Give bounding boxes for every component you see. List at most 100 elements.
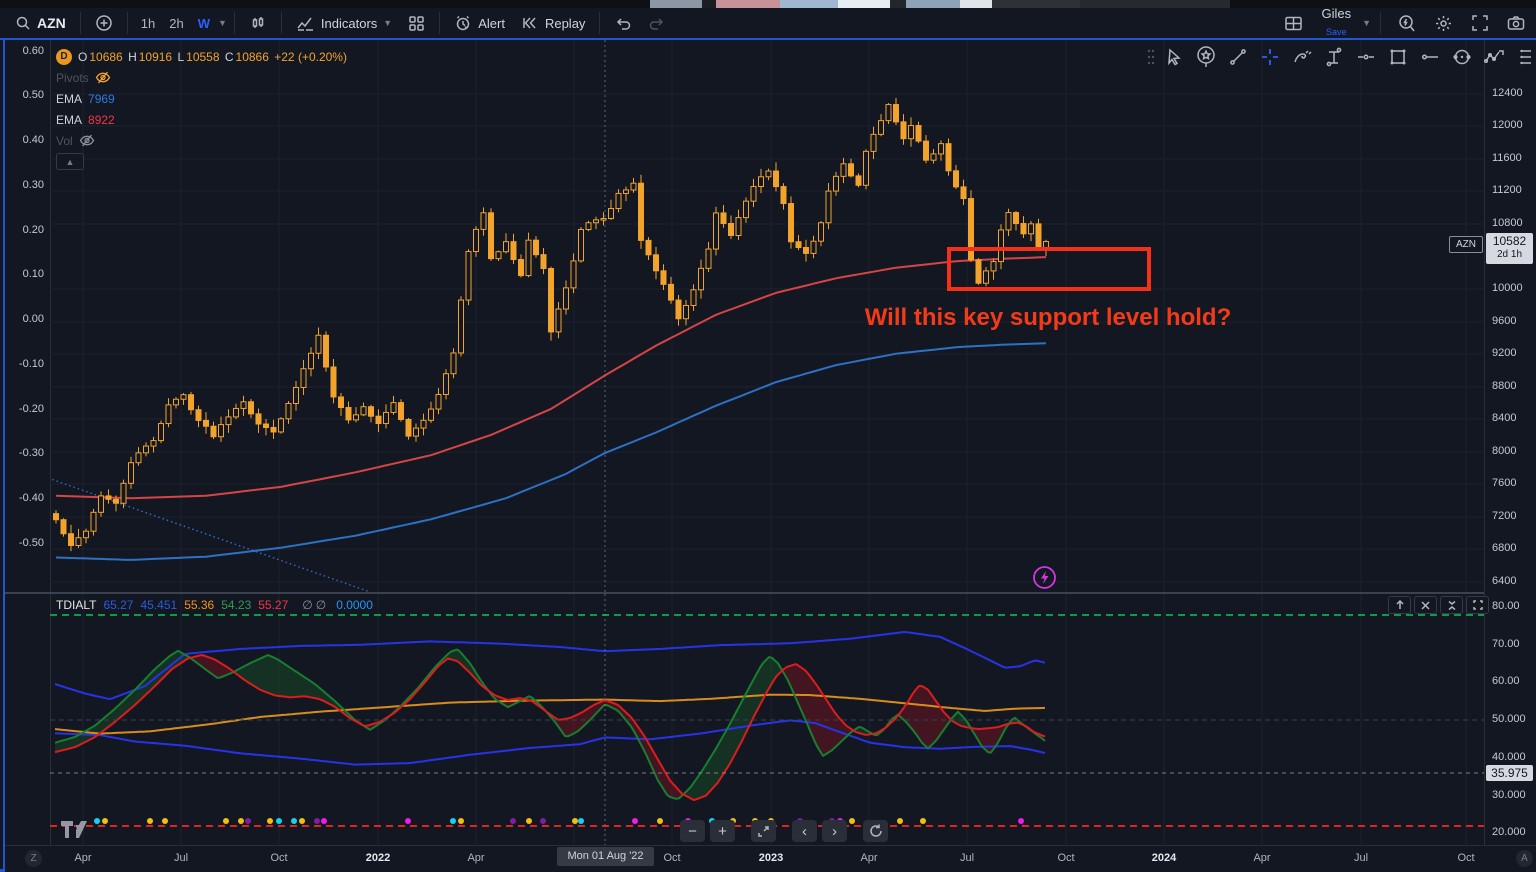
photo-fragment (702, 0, 716, 8)
scroll-right-button[interactable]: › (822, 820, 847, 842)
quick-search-button[interactable] (1390, 11, 1423, 36)
volume-indicator-label[interactable]: Vol (56, 133, 73, 148)
move-pane-up-button[interactable] (1388, 596, 1411, 614)
collapse-pane-button[interactable] (1440, 596, 1463, 614)
photo-fragment (890, 0, 906, 8)
price-axis-tick: 7600 (1492, 477, 1517, 489)
indicators-button[interactable]: Indicators ▼ (289, 12, 399, 35)
ema-slow-line[interactable] (55, 342, 1047, 561)
rectangle-tool-button[interactable] (1384, 44, 1412, 70)
scroll-left-button[interactable]: ‹ (792, 820, 817, 842)
pane-separator-handle[interactable] (5, 592, 1536, 594)
time-axis[interactable]: Apr Jul Oct 2022 Apr Oct 2023 Apr Jul Oct 2024 Apr J… (5, 845, 1536, 872)
object-tree-button[interactable] (1512, 44, 1536, 70)
legend-collapse-button[interactable]: ▲ (56, 153, 84, 170)
ema-slow-label[interactable]: EMA (56, 112, 83, 127)
undo-button[interactable] (607, 13, 639, 34)
eye-off-icon[interactable] (79, 134, 95, 147)
last-price-label: 10582 2d 1h (1486, 233, 1533, 264)
timezone-button[interactable]: Z (25, 850, 42, 867)
flash-event-marker[interactable] (1031, 564, 1058, 591)
pattern-tool-button[interactable] (1480, 44, 1508, 70)
timeframe-badge[interactable]: D (56, 48, 72, 65)
cursor-tool-button[interactable] (1160, 44, 1188, 70)
settings-button[interactable] (1427, 11, 1460, 36)
indicators-icon (297, 17, 313, 31)
screenshot-button[interactable] (1500, 12, 1532, 34)
chart-style-button[interactable] (242, 11, 274, 35)
crosshair-tool-button[interactable] (1256, 44, 1284, 70)
ema-fast-label[interactable]: EMA (56, 91, 83, 106)
replay-icon (523, 17, 536, 29)
fullscreen-button[interactable] (1464, 11, 1496, 35)
indicator-templates-button[interactable] (401, 12, 432, 35)
interval-1h[interactable]: 1h (140, 15, 156, 31)
reset-chart-button[interactable] (863, 820, 888, 842)
ema-fast-value: 7969 (88, 91, 115, 106)
interval-menu-chevron-icon[interactable]: ▼ (218, 18, 227, 28)
trend-line-tool-button[interactable] (1224, 44, 1252, 70)
alarm-clock-icon (456, 15, 470, 31)
left-axis-tick: -0.10 (18, 358, 44, 370)
alert-label: Alert (478, 15, 505, 31)
text-tool-button[interactable] (1320, 44, 1348, 70)
close-pane-button[interactable] (1414, 596, 1437, 614)
replay-button[interactable]: Replay (514, 12, 592, 34)
tdialt-red-line[interactable] (54, 654, 1046, 802)
ema-fast-line[interactable] (55, 256, 1047, 500)
left-axis-tick: 0.10 (22, 268, 44, 280)
auto-scale-button[interactable]: A (1516, 850, 1533, 867)
indicators-chevron-icon: ▼ (383, 18, 393, 28)
zoom-in-button[interactable]: + (710, 820, 735, 842)
left-axis-tick: 0.30 (22, 179, 44, 191)
zoom-out-button[interactable]: − (680, 820, 705, 842)
layout-menu-chevron-icon[interactable]: ▼ (1362, 18, 1371, 28)
right-price-scale[interactable]: 12400 12000 11600 11200 10800 10000 9600 9200 88… (1484, 40, 1536, 845)
object-tree-icon (1520, 49, 1531, 65)
left-axis-tick: 0.60 (22, 45, 44, 57)
redo-button[interactable] (641, 13, 673, 34)
brush-tool-button[interactable] (1288, 44, 1316, 70)
drawn-trendline[interactable] (50, 477, 371, 592)
ray-tool-button[interactable] (1416, 44, 1444, 70)
time-axis-label: 2022 (365, 852, 391, 864)
price-axis-tick: 8800 (1492, 380, 1517, 392)
favorites-tool-button[interactable] (1192, 44, 1220, 70)
tdialt-blue-lower-line[interactable] (54, 719, 1046, 766)
ellipse-tool-button[interactable] (1448, 44, 1476, 70)
indicator-name[interactable]: TDIALT (56, 598, 97, 612)
pivots-indicator-label[interactable]: Pivots (56, 70, 89, 85)
main-price-pane[interactable] (50, 40, 1484, 592)
indicator-pane[interactable] (50, 594, 1484, 845)
left-price-scale[interactable]: 0.60 0.50 0.40 0.30 0.20 0.10 0.00 -0.10 -0.20 -0… (5, 40, 51, 845)
layout-button[interactable] (1277, 12, 1310, 35)
eye-off-glyphs[interactable]: ∅∅ (302, 598, 330, 612)
main-toolbar: AZN 1h 2h W ▼ Indicators ▼ Alert (0, 8, 1536, 38)
save-layout-button[interactable]: Giles Save (1314, 8, 1358, 38)
interval-2h[interactable]: 2h (169, 15, 184, 31)
reset-scale-button[interactable] (751, 820, 776, 842)
symbol-search-button[interactable]: AZN (8, 12, 73, 34)
maximize-pane-button[interactable] (1466, 596, 1489, 614)
compare-add-button[interactable] (88, 11, 120, 35)
tdialt-blue-upper-line[interactable] (54, 631, 1046, 700)
tradingview-logo[interactable] (60, 820, 92, 839)
green-red-fill (367, 714, 391, 730)
alert-button[interactable]: Alert (447, 11, 512, 35)
ohlc-change: +22 (+0.20%) (274, 49, 347, 64)
annotation-text[interactable]: Will this key support level hold? (864, 304, 1232, 331)
drag-handle-icon[interactable] (1146, 46, 1156, 68)
tdialt-orange-line[interactable] (54, 693, 1046, 735)
horizontal-line-tool-button[interactable] (1352, 44, 1380, 70)
interval-weekly[interactable]: W (197, 15, 210, 31)
support-zone-rectangle[interactable] (947, 247, 1151, 291)
price-axis-tick: 11600 (1492, 152, 1522, 164)
plus-circle-icon (96, 15, 112, 31)
collapse-icon (1448, 600, 1455, 610)
tdialt-green-line[interactable] (54, 648, 1046, 800)
maximize-icon (1472, 600, 1483, 610)
left-axis-tick: -0.30 (18, 447, 44, 459)
green-red-fill (235, 655, 367, 728)
price-axis-tick: 8400 (1492, 412, 1517, 424)
eye-off-icon[interactable] (95, 71, 111, 84)
